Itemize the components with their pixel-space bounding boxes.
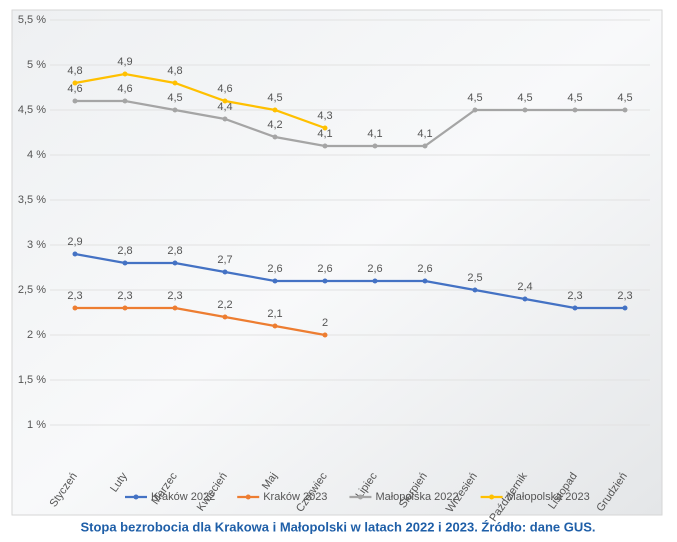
legend-label: Kraków 2022 xyxy=(151,491,215,503)
data-point xyxy=(72,80,78,86)
data-point xyxy=(72,251,78,257)
y-tick-label: 1 % xyxy=(27,419,46,431)
data-label: 2 xyxy=(322,317,328,329)
data-point xyxy=(172,305,178,311)
data-point xyxy=(122,71,128,77)
series-line xyxy=(74,72,326,130)
data-point xyxy=(422,143,428,149)
data-label: 4,4 xyxy=(217,101,232,113)
legend-label: Kraków 2023 xyxy=(263,491,327,503)
data-point xyxy=(222,116,228,122)
data-point xyxy=(272,134,278,140)
data-point xyxy=(372,278,378,284)
legend-swatch-dot xyxy=(245,494,251,500)
data-label: 2,3 xyxy=(67,290,82,302)
data-point xyxy=(522,296,528,302)
data-label: 2,3 xyxy=(617,290,632,302)
data-label: 4,6 xyxy=(67,83,82,95)
legend-swatch-dot xyxy=(489,494,495,500)
data-label: 4,2 xyxy=(267,119,282,131)
y-tick-label: 5 % xyxy=(27,59,46,71)
data-point xyxy=(172,107,178,113)
data-point xyxy=(622,305,628,311)
data-label: 4,5 xyxy=(567,92,582,104)
data-point xyxy=(472,107,478,113)
data-point xyxy=(372,143,378,149)
data-point xyxy=(322,332,328,338)
data-point xyxy=(322,143,328,149)
y-tick-label: 1,5 % xyxy=(18,374,46,386)
data-label: 2,3 xyxy=(117,290,132,302)
data-label: 4,1 xyxy=(367,128,382,140)
data-point xyxy=(422,278,428,284)
data-label: 4,9 xyxy=(117,56,132,68)
data-point xyxy=(322,278,328,284)
data-label: 2,3 xyxy=(167,290,182,302)
data-label: 2,5 xyxy=(467,272,482,284)
y-tick-label: 3 % xyxy=(27,239,46,251)
data-label: 4,3 xyxy=(317,110,332,122)
series-line xyxy=(74,252,625,310)
legend-swatch-dot xyxy=(357,494,363,500)
data-label: 2,2 xyxy=(217,299,232,311)
data-label: 2,9 xyxy=(67,236,82,248)
data-label: 4,5 xyxy=(617,92,632,104)
y-tick-label: 3,5 % xyxy=(18,194,46,206)
legend-label: Małopolska 2023 xyxy=(507,491,590,503)
series-line xyxy=(75,99,625,148)
chart-title: Stopa bezrobocia dla Krakowa i Małopolsk… xyxy=(80,519,595,534)
data-label: 2,6 xyxy=(317,263,332,275)
data-label: 2,1 xyxy=(267,308,282,320)
data-point xyxy=(322,125,328,131)
y-tick-label: 2,5 % xyxy=(18,284,46,296)
legend-label: Małopolska 2022 xyxy=(375,491,458,503)
data-point xyxy=(572,107,578,113)
data-point xyxy=(272,323,278,329)
data-point xyxy=(522,107,528,113)
y-tick-label: 2 % xyxy=(27,329,46,341)
data-label: 4,5 xyxy=(517,92,532,104)
data-point xyxy=(122,305,128,311)
data-label: 4,8 xyxy=(67,65,82,77)
data-label: 2,6 xyxy=(367,263,382,275)
data-label: 2,8 xyxy=(117,245,132,257)
data-point xyxy=(572,305,578,311)
data-point xyxy=(222,269,228,275)
data-label: 2,3 xyxy=(567,290,582,302)
data-point xyxy=(172,260,178,266)
data-label: 4,5 xyxy=(167,92,182,104)
data-label: 4,5 xyxy=(267,92,282,104)
data-point xyxy=(172,80,178,86)
data-point xyxy=(122,260,128,266)
data-label: 2,6 xyxy=(267,263,282,275)
data-label: 2,7 xyxy=(217,254,232,266)
data-label: 2,6 xyxy=(417,263,432,275)
data-label: 4,1 xyxy=(417,128,432,140)
data-label: 2,4 xyxy=(517,281,532,293)
chart-area xyxy=(11,9,663,516)
y-tick-label: 4 % xyxy=(27,149,46,161)
data-point xyxy=(72,98,78,104)
data-label: 4,8 xyxy=(167,65,182,77)
data-point xyxy=(72,305,78,311)
data-point xyxy=(272,107,278,113)
data-label: 4,6 xyxy=(217,83,232,95)
series-line xyxy=(75,306,326,337)
data-label: 4,1 xyxy=(317,128,332,140)
data-label: 4,5 xyxy=(467,92,482,104)
data-point xyxy=(622,107,628,113)
data-label: 4,6 xyxy=(117,83,132,95)
y-tick-label: 4,5 % xyxy=(18,104,46,116)
data-point xyxy=(122,98,128,104)
data-point xyxy=(472,287,478,293)
data-point xyxy=(272,278,278,284)
data-label: 2,8 xyxy=(167,245,182,257)
y-tick-label: 5,5 % xyxy=(18,14,46,26)
legend-swatch-dot xyxy=(133,494,139,500)
data-point xyxy=(222,98,228,104)
data-point xyxy=(222,314,228,320)
